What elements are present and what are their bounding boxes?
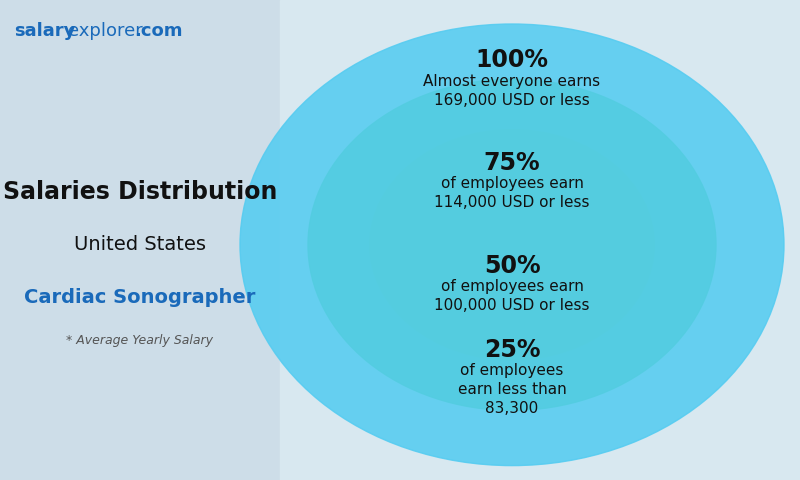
Text: of employees earn: of employees earn: [441, 279, 583, 294]
Text: 50%: 50%: [484, 254, 540, 278]
Text: explorer: explorer: [68, 22, 142, 40]
Text: Almost everyone earns: Almost everyone earns: [423, 74, 601, 89]
Text: salary: salary: [14, 22, 76, 40]
Ellipse shape: [240, 24, 784, 466]
Text: 169,000 USD or less: 169,000 USD or less: [434, 93, 590, 108]
Text: of employees: of employees: [460, 363, 564, 378]
Ellipse shape: [428, 178, 596, 312]
Text: Salaries Distribution: Salaries Distribution: [3, 180, 277, 204]
Text: United States: United States: [74, 235, 206, 254]
Text: 114,000 USD or less: 114,000 USD or less: [434, 195, 590, 210]
Ellipse shape: [308, 79, 716, 410]
Text: .com: .com: [134, 22, 183, 40]
Text: 83,300: 83,300: [486, 401, 538, 417]
Ellipse shape: [370, 130, 654, 360]
Text: earn less than: earn less than: [458, 382, 566, 397]
Text: Cardiac Sonographer: Cardiac Sonographer: [24, 288, 256, 307]
Text: 100,000 USD or less: 100,000 USD or less: [434, 298, 590, 313]
Text: * Average Yearly Salary: * Average Yearly Salary: [66, 334, 214, 348]
Bar: [280, 0, 800, 480]
Text: of employees earn: of employees earn: [441, 176, 583, 191]
Text: 100%: 100%: [475, 48, 549, 72]
Text: 75%: 75%: [484, 151, 540, 175]
Text: 25%: 25%: [484, 338, 540, 362]
